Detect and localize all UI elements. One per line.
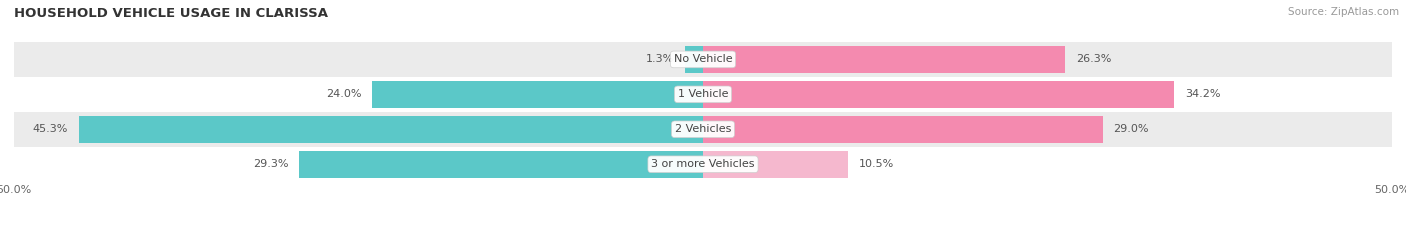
Text: 3 or more Vehicles: 3 or more Vehicles: [651, 159, 755, 169]
Text: Source: ZipAtlas.com: Source: ZipAtlas.com: [1288, 7, 1399, 17]
Bar: [703, 81, 1174, 108]
Text: 10.5%: 10.5%: [859, 159, 894, 169]
Bar: [14, 42, 1392, 77]
Text: 29.3%: 29.3%: [253, 159, 288, 169]
Bar: [703, 151, 848, 178]
Bar: [703, 116, 1102, 143]
Text: 45.3%: 45.3%: [32, 124, 67, 134]
Text: 34.2%: 34.2%: [1185, 89, 1220, 99]
Text: HOUSEHOLD VEHICLE USAGE IN CLARISSA: HOUSEHOLD VEHICLE USAGE IN CLARISSA: [14, 7, 328, 20]
Text: 2 Vehicles: 2 Vehicles: [675, 124, 731, 134]
Text: No Vehicle: No Vehicle: [673, 55, 733, 64]
Text: 26.3%: 26.3%: [1077, 55, 1112, 64]
Bar: [79, 116, 703, 143]
Text: 24.0%: 24.0%: [326, 89, 361, 99]
Bar: [14, 77, 1392, 112]
Text: 29.0%: 29.0%: [1114, 124, 1149, 134]
Bar: [703, 46, 1066, 73]
Bar: [14, 147, 1392, 182]
Bar: [14, 112, 1392, 147]
Bar: [299, 151, 703, 178]
Text: 1 Vehicle: 1 Vehicle: [678, 89, 728, 99]
Text: 1.3%: 1.3%: [645, 55, 673, 64]
Bar: [685, 46, 703, 73]
Bar: [373, 81, 703, 108]
